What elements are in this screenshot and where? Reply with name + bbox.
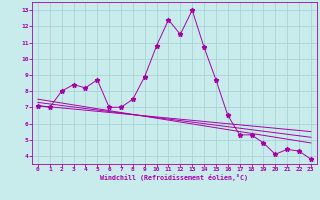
X-axis label: Windchill (Refroidissement éolien,°C): Windchill (Refroidissement éolien,°C) xyxy=(100,174,248,181)
